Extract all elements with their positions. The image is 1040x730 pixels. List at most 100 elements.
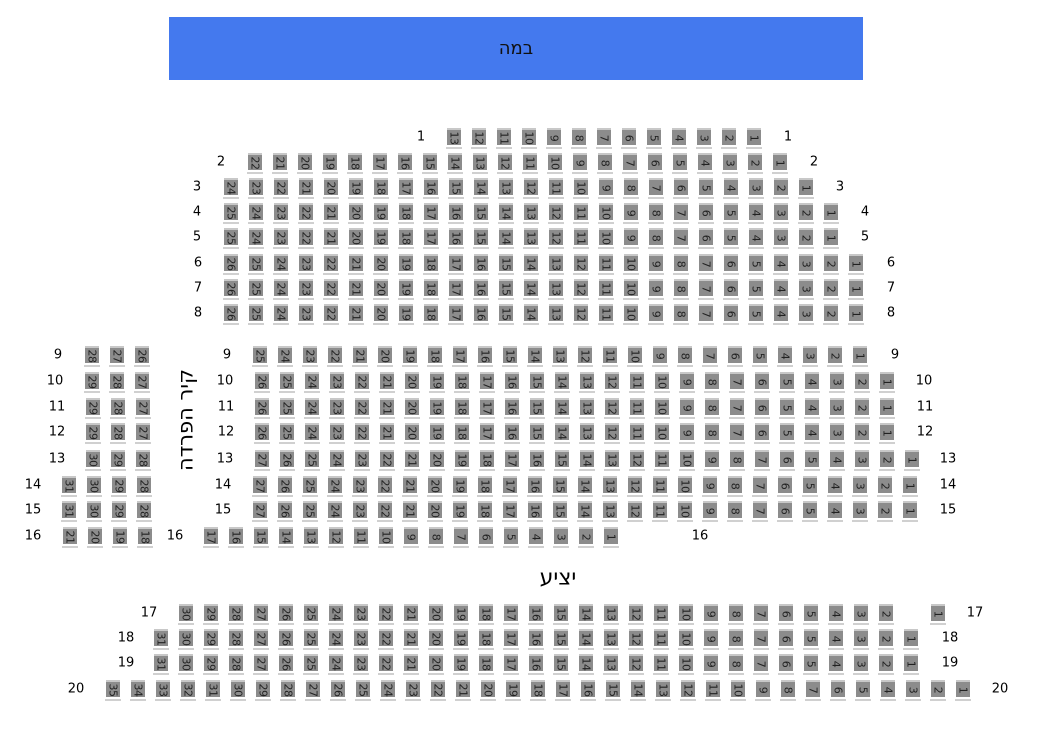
seat[interactable]: 23 [298, 304, 314, 325]
seat[interactable]: 26 [278, 629, 294, 650]
seat[interactable]: 18 [477, 501, 493, 522]
seat[interactable]: 1 [879, 423, 895, 444]
seat[interactable]: 13 [602, 476, 618, 497]
seat[interactable]: 3 [853, 654, 869, 675]
seat[interactable]: 27 [252, 501, 268, 522]
seat[interactable]: 19 [429, 398, 445, 419]
seat[interactable]: 4 [773, 279, 789, 300]
seat[interactable]: 20 [348, 228, 364, 249]
seat[interactable]: 10 [678, 604, 694, 625]
seat[interactable]: 16 [473, 254, 489, 275]
seat[interactable]: 7 [698, 279, 714, 300]
seat[interactable]: 17 [398, 178, 414, 199]
seat[interactable]: 11 [654, 450, 670, 471]
seat[interactable]: 3 [829, 423, 845, 444]
seat[interactable]: 6 [778, 654, 794, 675]
seat[interactable]: 27 [109, 346, 125, 367]
seat[interactable]: 16 [397, 153, 413, 174]
seat[interactable]: 21 [402, 476, 418, 497]
seat[interactable]: 16 [473, 304, 489, 325]
seat[interactable]: 24 [327, 501, 343, 522]
seat[interactable]: 3 [852, 501, 868, 522]
seat[interactable]: 15 [473, 228, 489, 249]
seat[interactable]: 20 [427, 476, 443, 497]
seat[interactable]: 14 [578, 654, 594, 675]
seat[interactable]: 12 [680, 680, 696, 701]
seat[interactable]: 23 [353, 654, 369, 675]
seat[interactable]: 10 [378, 527, 394, 548]
seat[interactable]: 16 [529, 450, 545, 471]
seat[interactable]: 22 [327, 346, 343, 367]
seat[interactable]: 3 [748, 178, 764, 199]
seat[interactable]: 5 [723, 203, 739, 224]
seat[interactable]: 7 [648, 178, 664, 199]
seat[interactable]: 2 [823, 254, 839, 275]
seat[interactable]: 18 [479, 450, 495, 471]
seat[interactable]: 21 [379, 398, 395, 419]
seat[interactable]: 10 [623, 279, 639, 300]
seat[interactable]: 29 [111, 501, 127, 522]
seat[interactable]: 28 [136, 501, 152, 522]
seat[interactable]: 2 [877, 476, 893, 497]
seat[interactable]: 3 [853, 629, 869, 650]
seat[interactable]: 24 [273, 279, 289, 300]
seat[interactable]: 29 [85, 398, 101, 419]
seat[interactable]: 26 [223, 254, 239, 275]
seat[interactable]: 17 [502, 501, 518, 522]
seat[interactable]: 6 [778, 604, 794, 625]
seat[interactable]: 17 [479, 423, 495, 444]
seat[interactable]: 27 [135, 398, 151, 419]
seat[interactable]: 8 [623, 178, 639, 199]
seat[interactable]: 10 [677, 476, 693, 497]
seat[interactable]: 2 [827, 346, 843, 367]
seat[interactable]: 18 [478, 654, 494, 675]
seat[interactable]: 17 [448, 254, 464, 275]
seat[interactable]: 7 [698, 254, 714, 275]
seat[interactable]: 2 [877, 501, 893, 522]
seat[interactable]: 16 [504, 398, 520, 419]
seat[interactable]: 8 [648, 228, 664, 249]
seat[interactable]: 17 [423, 228, 439, 249]
seat[interactable]: 24 [248, 203, 264, 224]
seat[interactable]: 15 [498, 254, 514, 275]
seat[interactable]: 14 [523, 279, 539, 300]
seat[interactable]: 9 [679, 372, 695, 393]
seat[interactable]: 18 [478, 604, 494, 625]
seat[interactable]: 7 [753, 654, 769, 675]
seat[interactable]: 22 [379, 450, 395, 471]
seat[interactable]: 3 [773, 203, 789, 224]
seat[interactable]: 21 [323, 228, 339, 249]
seat[interactable]: 20 [377, 346, 393, 367]
seat[interactable]: 16 [528, 629, 544, 650]
seat[interactable]: 20 [373, 279, 389, 300]
seat[interactable]: 11 [602, 346, 618, 367]
seat[interactable]: 4 [773, 254, 789, 275]
seat[interactable]: 9 [572, 153, 588, 174]
seat[interactable]: 6 [698, 203, 714, 224]
seat[interactable]: 27 [253, 629, 269, 650]
seat[interactable]: 16 [448, 228, 464, 249]
seat[interactable]: 1 [903, 629, 919, 650]
seat[interactable]: 10 [547, 153, 563, 174]
seat[interactable]: 4 [697, 153, 713, 174]
seat[interactable]: 30 [178, 629, 194, 650]
seat[interactable]: 2 [823, 304, 839, 325]
seat[interactable]: 7 [673, 203, 689, 224]
seat[interactable]: 24 [248, 228, 264, 249]
seat[interactable]: 18 [398, 228, 414, 249]
seat[interactable]: 9 [623, 203, 639, 224]
seat[interactable]: 22 [430, 680, 446, 701]
seat[interactable]: 7 [622, 153, 638, 174]
seat[interactable]: 16 [527, 476, 543, 497]
seat[interactable]: 28 [228, 654, 244, 675]
seat[interactable]: 7 [805, 680, 821, 701]
seat[interactable]: 8 [648, 203, 664, 224]
seat[interactable]: 28 [135, 450, 151, 471]
seat[interactable]: 1 [930, 604, 946, 625]
seat[interactable]: 25 [302, 476, 318, 497]
seat[interactable]: 2 [721, 128, 737, 149]
seat[interactable]: 24 [327, 476, 343, 497]
seat[interactable]: 2 [878, 604, 894, 625]
seat[interactable]: 15 [605, 680, 621, 701]
seat[interactable]: 25 [303, 604, 319, 625]
